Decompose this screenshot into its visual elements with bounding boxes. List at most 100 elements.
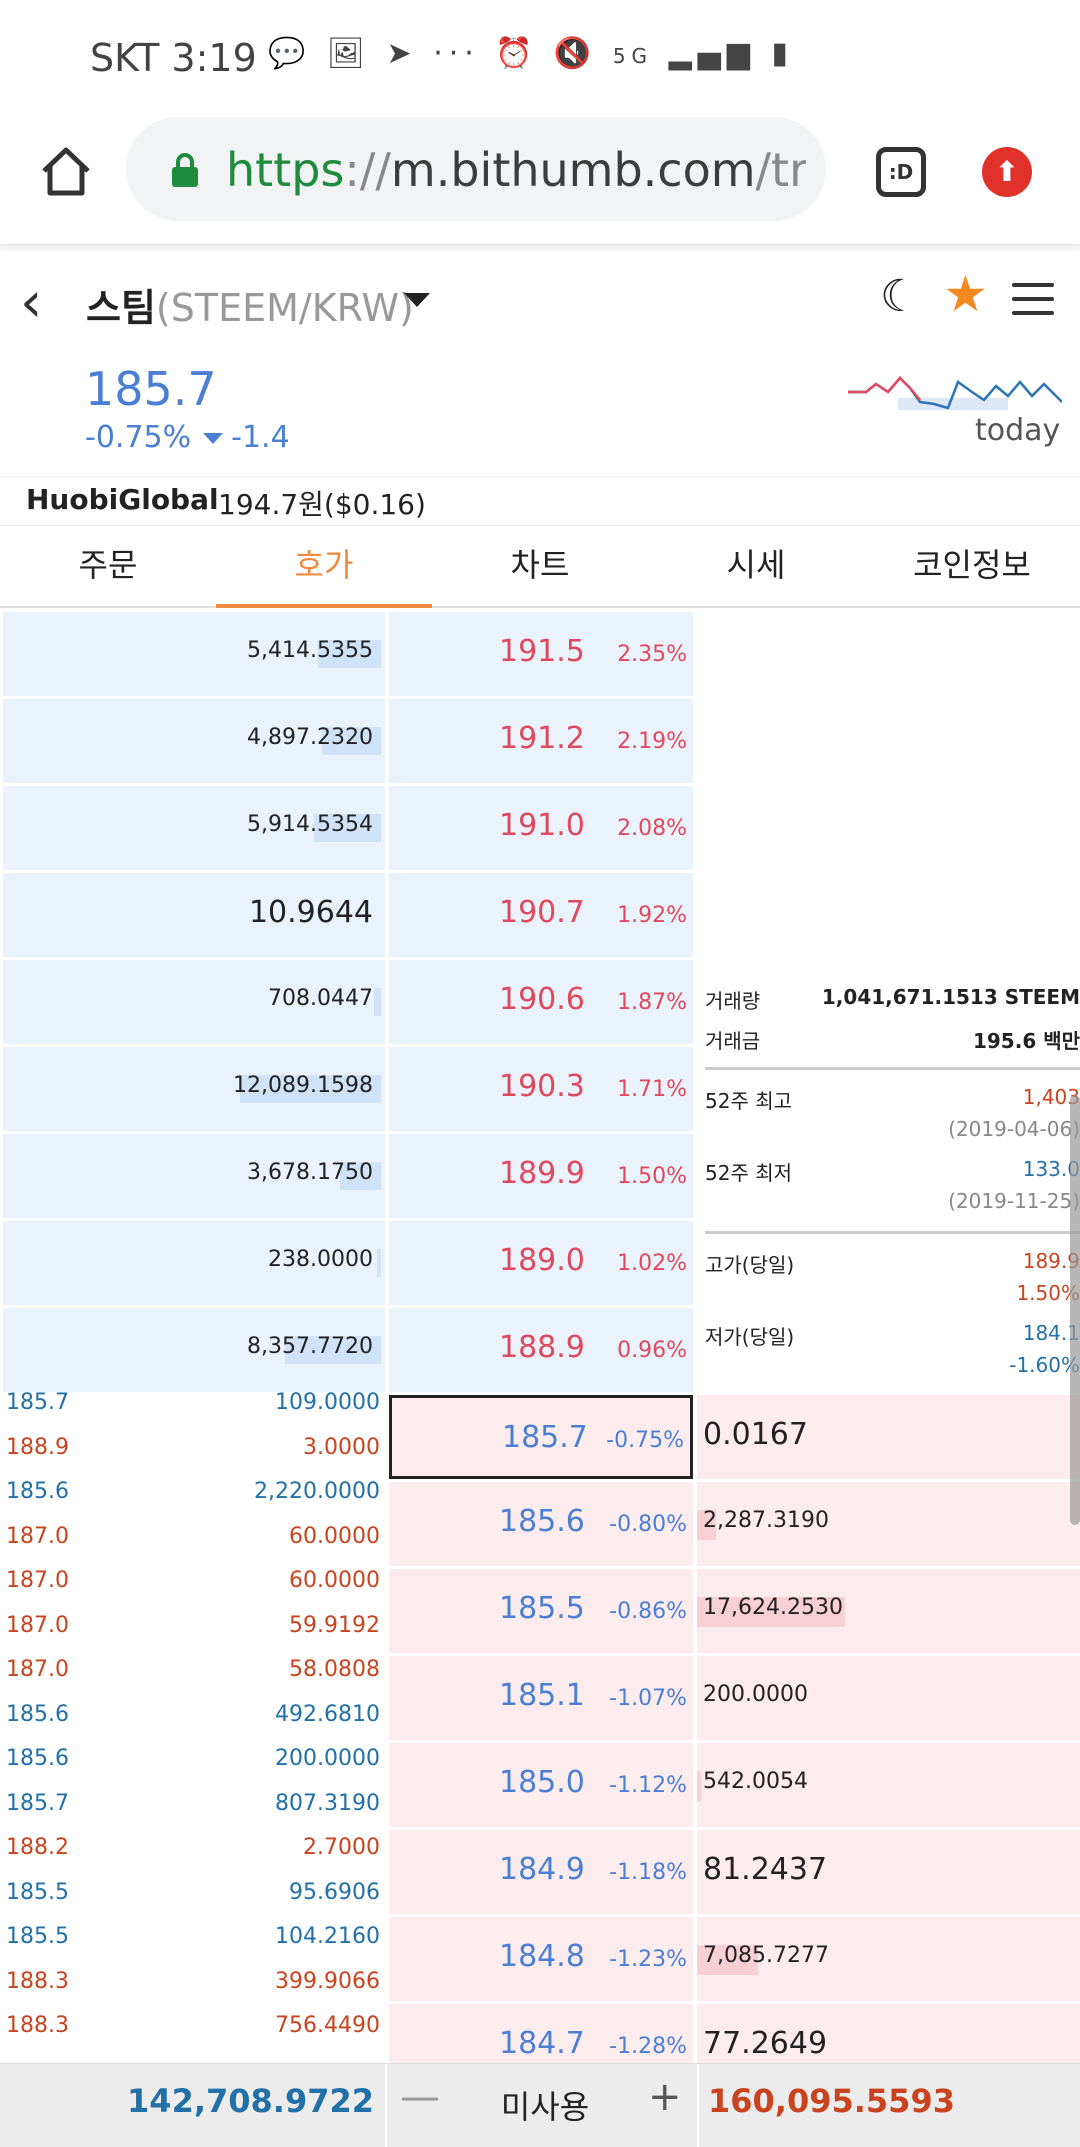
- coin-title[interactable]: 스팀(STEEM/KRW): [86, 277, 414, 332]
- ask-price: 188.9: [499, 1330, 585, 1365]
- ask-row[interactable]: 10.9644 190.7 1.92%: [0, 873, 694, 957]
- hamburger-menu-icon[interactable]: [1012, 283, 1054, 315]
- bid-total: 160,095.5593: [708, 2082, 955, 2120]
- minus-button[interactable]: —: [400, 2074, 440, 2120]
- ask-pct: 2.08%: [617, 816, 687, 841]
- day-low-pct: -1.60%: [1009, 1353, 1080, 1377]
- bid-qty-cell: 17,624.2530: [697, 1569, 1080, 1653]
- ask-price-cell[interactable]: 188.9 0.96%: [389, 1308, 693, 1392]
- bid-price-cell[interactable]: 184.8 -1.23%: [389, 1917, 693, 2001]
- trade-row: 185.7 109.0000: [6, 1390, 380, 1434]
- ask-row[interactable]: 708.0447 190.6 1.87%: [0, 960, 694, 1044]
- trade-row: 187.0 58.0808: [6, 1657, 380, 1701]
- ask-price-cell[interactable]: 189.0 1.02%: [389, 1221, 693, 1305]
- ask-price-cell[interactable]: 190.3 1.71%: [389, 1047, 693, 1131]
- bid-row[interactable]: 184.8 -1.23% 7,085.7277: [389, 1917, 1080, 2001]
- bid-row[interactable]: 185.6 -0.80% 2,287.3190: [389, 1482, 1080, 1566]
- ask-row[interactable]: 12,089.1598 190.3 1.71%: [0, 1047, 694, 1131]
- current-price-row[interactable]: 185.7 -0.75% 0.0167: [389, 1395, 1080, 1479]
- ask-row[interactable]: 3,678.1750 189.9 1.50%: [0, 1134, 694, 1218]
- bid-qty-cell: 2,287.3190: [697, 1482, 1080, 1566]
- trade-price: 185.5: [6, 1879, 69, 1905]
- ask-qty-cell: 708.0447: [3, 960, 385, 1044]
- ask-qty-cell: 5,914.5354: [3, 786, 385, 870]
- low52-label: 52주 최저: [705, 1161, 793, 1185]
- sparkline-label: today: [975, 413, 1061, 448]
- high52-date: (2019-04-06): [948, 1117, 1080, 1141]
- trade-qty: 60.0000: [289, 1523, 380, 1549]
- coin-header: ‹ 스팀(STEEM/KRW) ☾ ★: [0, 245, 1080, 355]
- ask-row[interactable]: 4,897.2320 191.2 2.19%: [0, 699, 694, 783]
- trade-qty: 2.7000: [303, 1835, 380, 1860]
- bid-price-cell[interactable]: 184.9 -1.18%: [389, 1830, 693, 1914]
- bid-price-cell[interactable]: 185.7 -0.75%: [389, 1395, 693, 1479]
- ask-price: 190.7: [499, 895, 585, 930]
- bid-price-cell[interactable]: 185.5 -0.86%: [389, 1569, 693, 1653]
- trade-price: 185.7: [6, 1390, 69, 1415]
- bid-price: 184.8: [499, 1939, 585, 1974]
- bid-price: 184.7: [499, 2026, 585, 2061]
- ask-price-cell[interactable]: 191.5 2.35%: [389, 612, 693, 696]
- ask-price-cell[interactable]: 189.9 1.50%: [389, 1134, 693, 1218]
- tab-order[interactable]: 주문: [78, 546, 138, 584]
- ask-row[interactable]: 238.0000 189.0 1.02%: [0, 1221, 694, 1305]
- favorite-star-icon[interactable]: ★: [943, 265, 988, 323]
- scrollbar[interactable]: [1070, 1095, 1080, 1525]
- bid-qty: 81.2437: [703, 1852, 828, 1887]
- bid-qty-cell: 7,085.7277: [697, 1917, 1080, 2001]
- grouping-mode[interactable]: 미사용: [500, 2088, 590, 2126]
- volume-value: 1,041,671.1513 STEEM: [821, 985, 1080, 1009]
- tab-orderbook[interactable]: 호가: [216, 526, 432, 608]
- trade-row: 188.3 756.4490: [6, 2013, 380, 2057]
- status-bar: SKT 3:19 💬 🖼 ➤ ··· ⏰ 🔇 5G ▂▄▆ ▮: [0, 0, 1080, 115]
- home-icon[interactable]: [38, 143, 94, 199]
- ask-qty: 5,914.5354: [247, 812, 373, 837]
- tab-coin-info[interactable]: 코인정보: [913, 546, 1031, 584]
- ask-qty: 8,357.7720: [247, 1334, 373, 1359]
- trade-qty: 59.9192: [289, 1612, 380, 1638]
- bid-row[interactable]: 185.0 -1.12% 542.0054: [389, 1743, 1080, 1827]
- battery-icon: ▮: [771, 36, 794, 71]
- tab-market[interactable]: 시세: [726, 546, 786, 584]
- bid-price-cell[interactable]: 185.1 -1.07%: [389, 1656, 693, 1740]
- bid-row[interactable]: 185.1 -1.07% 200.0000: [389, 1656, 1080, 1740]
- alarm-icon: ⏰: [495, 36, 539, 71]
- bid-qty-cell: 542.0054: [697, 1743, 1080, 1827]
- more-icon: ···: [433, 36, 480, 71]
- amount-value: 195.6 백만: [972, 1029, 1080, 1053]
- chevron-down-icon[interactable]: [404, 293, 430, 307]
- ask-price-cell[interactable]: 191.2 2.19%: [389, 699, 693, 783]
- tab-chart[interactable]: 차트: [510, 546, 570, 584]
- trade-row: 185.6 200.0000: [6, 1746, 380, 1790]
- ask-price-cell[interactable]: 191.0 2.08%: [389, 786, 693, 870]
- upload-icon[interactable]: ⬆: [982, 147, 1032, 197]
- plus-button[interactable]: +: [648, 2074, 682, 2120]
- tab-switcher-button[interactable]: :D: [876, 147, 926, 197]
- bid-row[interactable]: 185.5 -0.86% 17,624.2530: [389, 1569, 1080, 1653]
- ask-price-cell[interactable]: 190.7 1.92%: [389, 873, 693, 957]
- bid-qty: 7,085.7277: [703, 1943, 829, 1968]
- ask-price: 191.2: [499, 721, 585, 756]
- bid-price-cell[interactable]: 185.0 -1.12%: [389, 1743, 693, 1827]
- address-bar[interactable]: https://m.bithumb.com/trad: [126, 117, 826, 221]
- ask-price: 189.9: [499, 1156, 585, 1191]
- ask-row[interactable]: 8,357.7720 188.9 0.96%: [0, 1308, 694, 1392]
- ask-row[interactable]: 5,414.5355 191.5 2.35%: [0, 612, 694, 696]
- dark-mode-icon[interactable]: ☾: [880, 271, 920, 322]
- ask-row[interactable]: 5,914.5354 191.0 2.08%: [0, 786, 694, 870]
- trade-price: 187.0: [6, 1612, 69, 1638]
- back-icon[interactable]: ‹: [20, 270, 43, 335]
- clock-label: 3:19: [171, 36, 257, 80]
- trade-qty: 104.2160: [275, 1924, 380, 1949]
- ask-pct: 1.92%: [617, 903, 687, 928]
- bid-qty: 0.0167: [703, 1417, 808, 1452]
- ask-price-cell[interactable]: 190.6 1.87%: [389, 960, 693, 1044]
- ask-pct: 0.96%: [617, 1338, 687, 1363]
- down-triangle-icon: [203, 433, 224, 444]
- bid-row[interactable]: 184.9 -1.18% 81.2437: [389, 1830, 1080, 1914]
- ask-pct: 1.02%: [617, 1251, 687, 1276]
- volume-label: 거래량: [705, 989, 761, 1013]
- bid-price-cell[interactable]: 185.6 -0.80%: [389, 1482, 693, 1566]
- browser-toolbar: https://m.bithumb.com/trad :D ⬆: [0, 115, 1080, 245]
- trade-price: 188.3: [6, 1968, 69, 1994]
